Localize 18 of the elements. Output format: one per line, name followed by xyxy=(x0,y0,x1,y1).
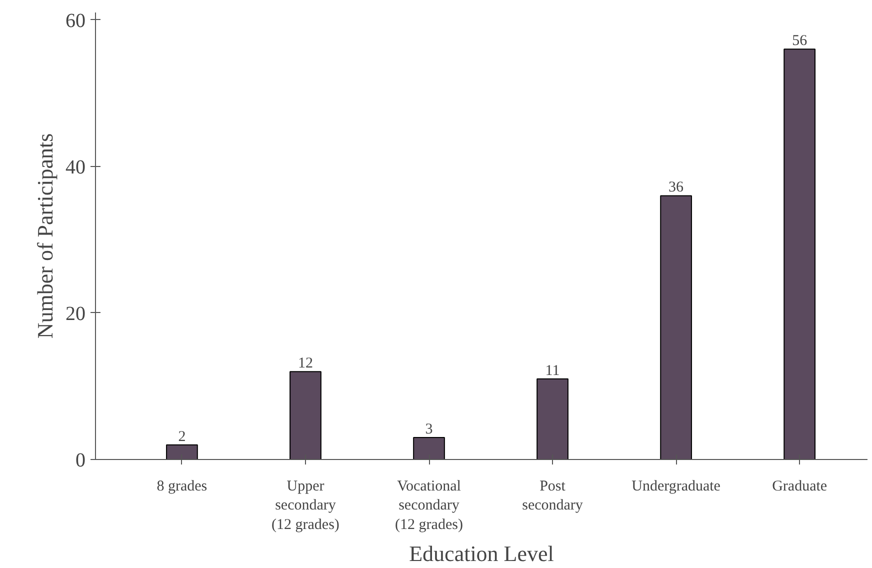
y-tick-label: 0 xyxy=(76,450,86,472)
x-tick-label: Post secondary xyxy=(522,478,584,514)
x-axis-title: Education Level xyxy=(409,540,554,566)
data-label: 36 xyxy=(668,180,684,196)
y-axis-title: Number of Participants xyxy=(32,133,58,339)
y-tick-label: 20 xyxy=(66,302,86,325)
data-label: 2 xyxy=(178,428,186,445)
data-label: 3 xyxy=(425,422,433,438)
x-tick-label: 8 grades xyxy=(156,478,208,494)
x-tick-label: Undergraduate xyxy=(632,478,721,494)
data-label: 11 xyxy=(545,362,560,379)
data-label: 56 xyxy=(792,33,808,50)
data-label: 12 xyxy=(298,356,313,372)
y-tick-label: 60 xyxy=(66,10,86,32)
x-tick-label: Upper secondary (12 grades) xyxy=(272,478,340,533)
x-tick-label: Graduate xyxy=(772,478,828,494)
x-tick-label: Vocational secondary (12 grades) xyxy=(395,478,463,533)
y-tick-label: 40 xyxy=(66,156,86,178)
